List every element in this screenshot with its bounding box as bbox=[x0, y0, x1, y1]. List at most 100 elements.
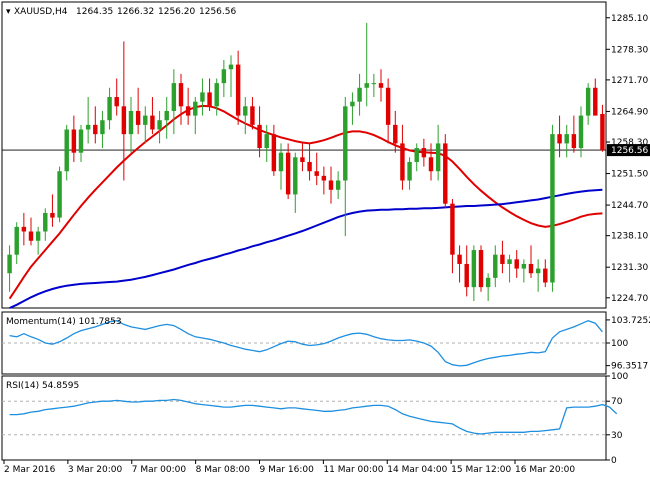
candle bbox=[78, 124, 84, 162]
candle-body bbox=[550, 134, 555, 283]
candle-body bbox=[21, 226, 27, 232]
candle bbox=[250, 97, 255, 130]
momentum-tick-label: 100 bbox=[611, 339, 628, 349]
candle bbox=[243, 97, 248, 135]
candle bbox=[343, 97, 348, 237]
candle-body bbox=[400, 143, 405, 181]
time-tick-label: 15 Mar 12:00 bbox=[451, 465, 511, 475]
candle bbox=[100, 110, 105, 149]
candle-body bbox=[178, 83, 184, 107]
candle-body bbox=[328, 180, 334, 190]
momentum-tick-label: 103.7252 bbox=[611, 316, 650, 326]
candle bbox=[50, 194, 55, 227]
candle bbox=[435, 124, 441, 181]
candle-body bbox=[514, 259, 519, 269]
candle-body bbox=[314, 171, 319, 176]
candle-body bbox=[500, 254, 505, 264]
candle bbox=[600, 104, 605, 152]
rsi-tick-label: 100 bbox=[611, 372, 628, 382]
candle bbox=[114, 78, 119, 116]
candle bbox=[14, 222, 19, 264]
candle-body bbox=[285, 152, 291, 195]
candle bbox=[478, 245, 484, 292]
candle-body bbox=[464, 263, 469, 288]
rsi-line bbox=[9, 398, 618, 435]
candle-body bbox=[350, 101, 355, 107]
candle-body bbox=[93, 124, 98, 135]
current-price-tag-bg bbox=[607, 144, 650, 157]
candle-body bbox=[7, 254, 12, 274]
price-axis: 1285.10 1278.30 1271.70 1264.90 1258.30 1251.… bbox=[606, 14, 650, 466]
candle-body bbox=[293, 157, 298, 195]
candle bbox=[314, 152, 319, 186]
candle-body bbox=[507, 259, 512, 264]
candle bbox=[371, 73, 377, 98]
candle-body bbox=[57, 171, 62, 218]
candle bbox=[185, 87, 191, 125]
price-tick-label: 1224.70 bbox=[611, 294, 648, 304]
candle-body bbox=[450, 203, 455, 255]
candle bbox=[385, 78, 391, 144]
candle-body bbox=[443, 143, 448, 204]
candle bbox=[443, 134, 448, 209]
candlesticks bbox=[7, 22, 605, 302]
candle bbox=[157, 110, 162, 144]
candle-body bbox=[264, 134, 269, 149]
candle-body bbox=[471, 250, 477, 288]
candle bbox=[571, 115, 577, 153]
candle-body bbox=[143, 115, 148, 125]
candle-body bbox=[457, 254, 462, 264]
candle-body bbox=[343, 106, 348, 181]
candle bbox=[364, 22, 369, 107]
time-tick-label: 3 Mar 20:00 bbox=[68, 465, 123, 475]
candle-body bbox=[171, 83, 177, 111]
candle-body bbox=[593, 87, 598, 116]
candle-body bbox=[71, 129, 77, 153]
candle-body bbox=[378, 83, 384, 88]
time-tick-label: 14 Mar 04:00 bbox=[387, 465, 447, 475]
candle bbox=[493, 245, 498, 288]
candle-body bbox=[235, 64, 241, 116]
rsi-tick-label: 0 bbox=[611, 456, 617, 466]
candle bbox=[271, 124, 277, 176]
candle bbox=[407, 157, 412, 190]
price-tick-label: 1238.10 bbox=[611, 232, 648, 242]
time-axis: 2 Mar 2016 3 Mar 20:00 7 Mar 00:00 8 Mar 08… bbox=[3, 460, 575, 475]
candle bbox=[593, 78, 598, 116]
candle-body bbox=[221, 69, 227, 84]
time-tick-label: 7 Mar 00:00 bbox=[132, 465, 187, 475]
candle-body bbox=[271, 134, 277, 172]
candle bbox=[328, 166, 334, 204]
candle-body bbox=[243, 106, 248, 116]
candle bbox=[171, 69, 177, 135]
candle-body bbox=[164, 110, 169, 121]
grid-lines bbox=[2, 149, 606, 436]
ma-fast-line bbox=[8, 104, 603, 300]
candle bbox=[221, 59, 227, 98]
candle-body bbox=[14, 226, 19, 255]
candle bbox=[193, 97, 198, 135]
candle-body bbox=[100, 120, 105, 135]
candle bbox=[178, 73, 184, 125]
candle-body bbox=[85, 124, 91, 130]
candle bbox=[43, 208, 48, 241]
candle-body bbox=[228, 64, 234, 70]
candle bbox=[264, 124, 269, 162]
candle bbox=[578, 106, 584, 158]
candle-body bbox=[578, 115, 584, 149]
candle bbox=[550, 124, 555, 292]
candle bbox=[150, 97, 155, 135]
candle bbox=[393, 110, 398, 153]
candle bbox=[450, 199, 455, 274]
candle-body bbox=[193, 101, 198, 116]
candle bbox=[485, 273, 491, 302]
candle-body bbox=[600, 113, 605, 151]
candle-body bbox=[257, 124, 262, 149]
candle-body bbox=[128, 110, 134, 135]
header-close: 1256.56 bbox=[199, 7, 236, 17]
current-price-tag: 1256.56 bbox=[607, 144, 650, 157]
price-tick-label: 1278.30 bbox=[611, 45, 648, 55]
candle-body bbox=[571, 134, 577, 149]
candle-body bbox=[200, 92, 205, 102]
